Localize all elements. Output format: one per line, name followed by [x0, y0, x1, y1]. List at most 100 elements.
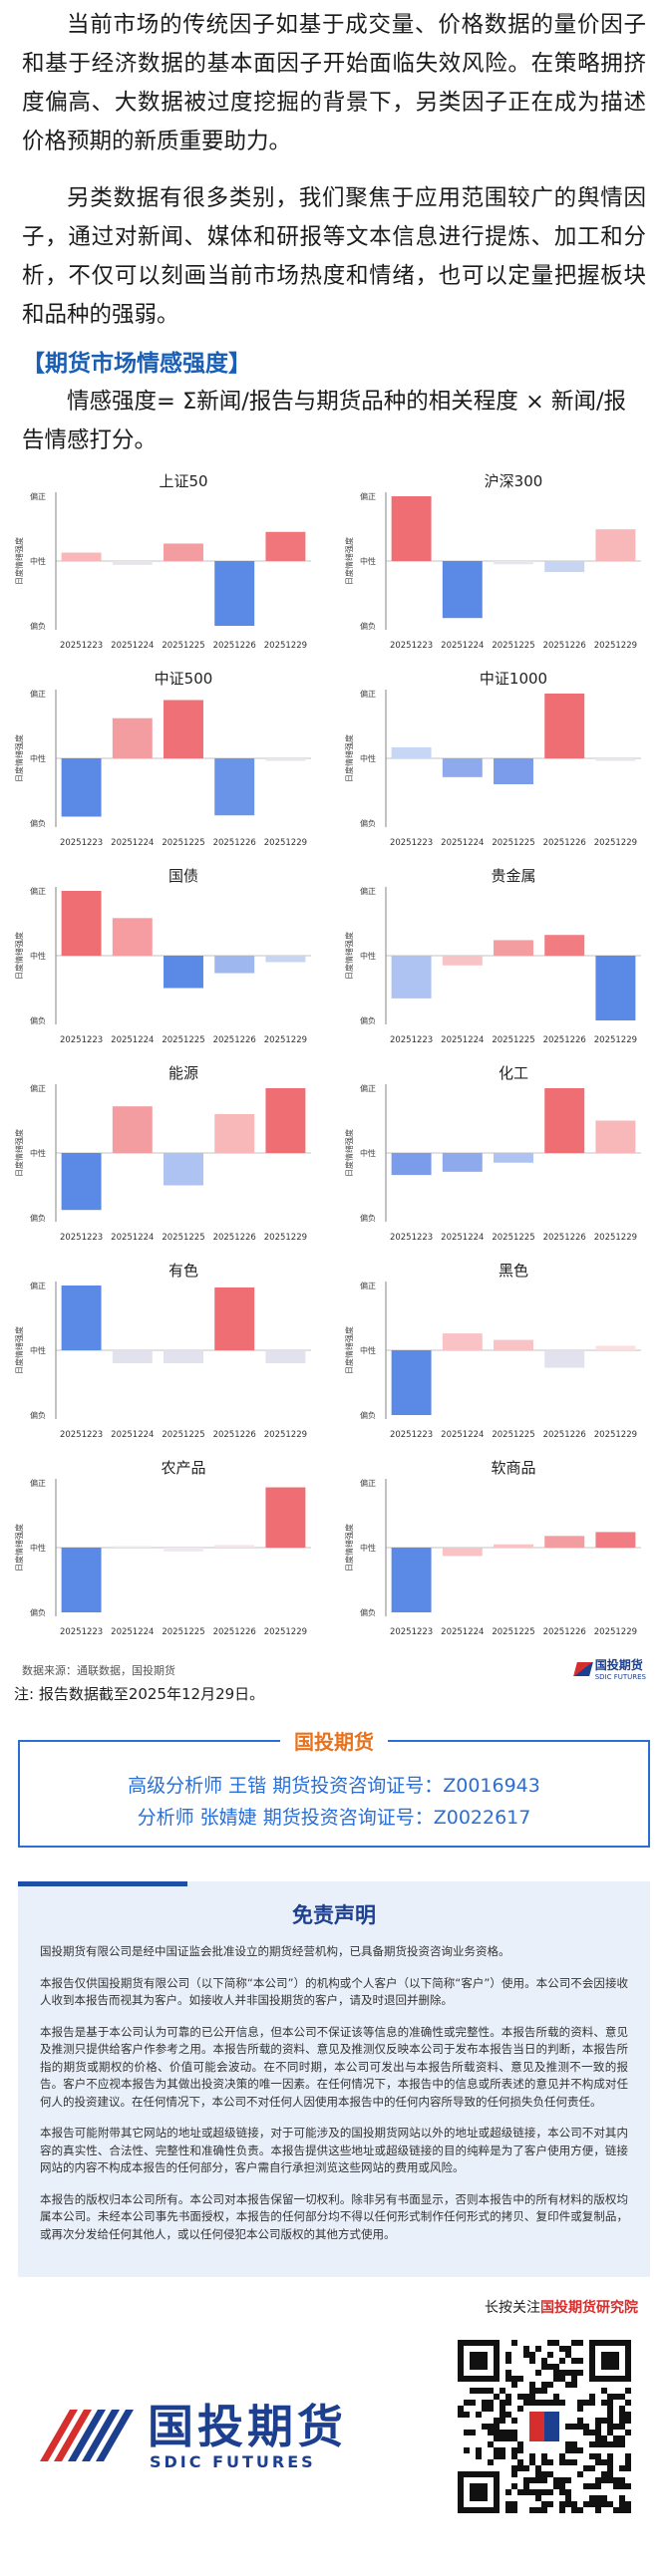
qr-module [541, 2477, 547, 2483]
disclaimer-paragraph: 本报告是基于本公司认为可靠的已公开信息，但本公司不保证该等信息的准确性或完整性。… [40, 2024, 628, 2109]
qr-module [470, 2352, 488, 2370]
chart-ytick: 偏正 [360, 491, 376, 501]
chart-ytick: 中性 [360, 1148, 376, 1158]
qr-module [595, 2483, 601, 2489]
sentiment-chart: 沪深300 日度情绪强度 偏正 中性 偏负 20251223 20251224 2025122… [342, 468, 656, 664]
qr-module [529, 2394, 535, 2400]
qr-module [577, 2471, 583, 2477]
sentiment-chart: 贵金属 日度情绪强度 偏正 中性 偏负 20251223 20251224 20251225 2… [342, 863, 656, 1058]
qr-module [571, 2501, 577, 2507]
chart-ylabel: 日度情绪强度 [14, 537, 24, 585]
qr-module [607, 2477, 613, 2483]
qr-module [583, 2424, 589, 2430]
chart-xtick: 20251223 [390, 1035, 433, 1045]
chart-bar [595, 758, 636, 761]
sdic-logo-icon [40, 2409, 134, 2461]
intro-section: 当前市场的传统因子如基于成交量、价格数据的量价因子和基于经济数据的基本面因子开始… [0, 0, 668, 460]
qr-module [613, 2507, 619, 2513]
qr-module [559, 2459, 565, 2465]
qr-module [488, 2441, 494, 2447]
qr-module [577, 2370, 583, 2376]
qr-module [619, 2477, 625, 2483]
chart-ytick: 偏正 [30, 886, 46, 896]
qr-module [571, 2370, 577, 2376]
qr-module [505, 2430, 511, 2435]
chart-xtick: 20251226 [213, 1627, 256, 1637]
chart-ytick: 偏正 [360, 689, 376, 699]
qr-module [589, 2501, 595, 2507]
qr-code-icon[interactable] [455, 2327, 634, 2526]
chart-title: 沪深300 [485, 472, 543, 490]
qr-module [625, 2418, 631, 2424]
qr-module [565, 2447, 571, 2453]
chart-bar [164, 1548, 203, 1552]
chart-bar [595, 956, 636, 1020]
footer-logo: 国投期货 SDIC FUTURES [30, 2401, 347, 2471]
qr-module [541, 2358, 547, 2364]
qr-module [464, 2447, 470, 2453]
section-title: 【期货市场情感强度】 [22, 351, 251, 377]
report-note: 注: 报告数据截至2025年12月29日。 [14, 1685, 265, 1703]
chart-ytick: 中性 [30, 556, 46, 566]
chart-xtick: 20251224 [111, 838, 154, 848]
chart-ytick: 偏负 [360, 1607, 376, 1617]
qr-module [595, 2501, 601, 2507]
chart-bar [112, 1106, 153, 1153]
qr-module [529, 2352, 535, 2358]
qr-module [625, 2412, 631, 2418]
qr-module [595, 2424, 601, 2430]
disclaimer-title: 免责声明 [292, 1903, 376, 1927]
qr-module [619, 2465, 625, 2471]
qr-module [613, 2477, 619, 2483]
follow-prefix: 长按关注 [485, 2300, 540, 2316]
chart-xtick: 20251225 [162, 1233, 204, 1243]
qr-module [613, 2441, 619, 2447]
chart-xtick: 20251224 [441, 1035, 484, 1045]
qr-module [625, 2388, 631, 2394]
qr-module [553, 2340, 559, 2346]
qr-module [529, 2489, 535, 2495]
chart-xtick: 20251226 [543, 1035, 586, 1045]
qr-module [583, 2465, 589, 2471]
qr-module [589, 2394, 595, 2400]
qr-module [476, 2453, 482, 2459]
qr-module [571, 2447, 577, 2453]
chart-ytick: 偏正 [360, 1083, 376, 1093]
chart-title: 国债 [168, 867, 198, 885]
qr-module [517, 2441, 523, 2447]
qr-module [619, 2412, 625, 2418]
qr-module [488, 2400, 494, 2406]
qr-module [470, 2430, 476, 2435]
chart-bar [214, 561, 255, 626]
formula-text: 情感强度= Σ新闻/报告与期货品种的相关程度 × 新闻/报告情感打分。 [22, 389, 627, 453]
chart-logo-cn: 国投期货 [594, 1658, 643, 1672]
qr-module [544, 2412, 559, 2441]
qr-module [589, 2465, 595, 2471]
qr-module [553, 2370, 559, 2376]
qr-module [601, 2435, 607, 2441]
chart-bar [164, 956, 203, 989]
qr-module [589, 2441, 595, 2447]
chart-bar [442, 1548, 483, 1557]
qr-module [613, 2435, 619, 2441]
chart-xtick: 20251223 [60, 1430, 103, 1440]
qr-module [619, 2435, 625, 2441]
qr-module [595, 2435, 601, 2441]
qr-module [494, 2394, 500, 2400]
qr-module [547, 2364, 553, 2370]
chart-source: 数据来源：通联数据，国投期货 [22, 1664, 175, 1677]
qr-module [601, 2352, 619, 2370]
qr-module [619, 2424, 625, 2430]
qr-module [613, 2394, 619, 2400]
qr-module [565, 2441, 571, 2447]
qr-module [511, 2483, 517, 2489]
disclaimer-paragraph: 本报告仅供国投期货有限公司（以下简称“本公司”）的机构或个人客户（以下简称“客户… [40, 1975, 628, 2008]
sentiment-chart: 中证1000 日度情绪强度 偏正 中性 偏负 20251223 20251224 202512… [342, 666, 656, 861]
chart-xtick: 20251225 [492, 1035, 534, 1045]
chart-ytick: 偏负 [30, 818, 46, 828]
